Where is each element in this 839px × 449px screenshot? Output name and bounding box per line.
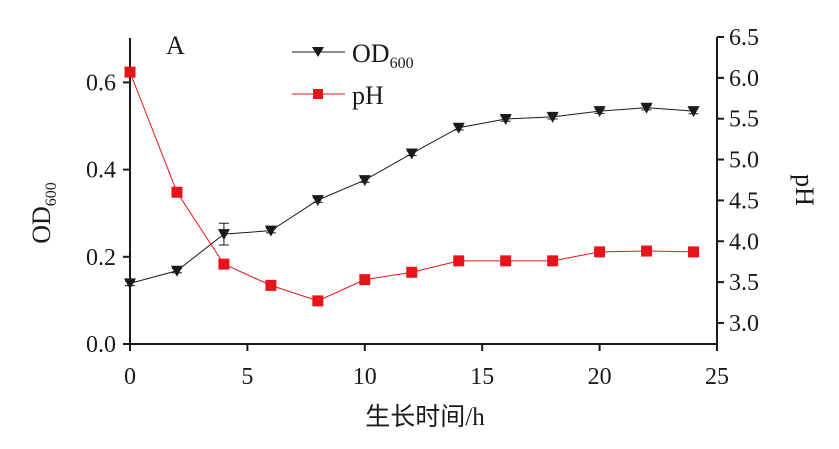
od-data-point	[124, 278, 136, 290]
legend: OD600 pH	[292, 39, 414, 110]
left-y-tick-label: 0.2	[86, 245, 116, 271]
ph-data-point	[688, 246, 700, 258]
legend-od-marker	[312, 47, 324, 57]
right-y-tick-label: 3.0	[729, 311, 759, 337]
right-y-tick-label: 5.0	[729, 148, 759, 174]
od-data-point	[170, 265, 183, 277]
left-axis-title: OD600	[27, 182, 60, 244]
ph-data-point	[359, 274, 371, 286]
legend-ph-label: pH	[352, 81, 384, 110]
panel-label: A	[166, 31, 185, 60]
right-y-tick-label: 6.0	[729, 66, 759, 92]
ph-data-point	[124, 66, 136, 78]
legend-od-label: OD600	[352, 39, 414, 72]
od-data-point	[687, 106, 700, 118]
right-axis-title: pH	[790, 174, 819, 206]
ph-data-point	[406, 266, 418, 278]
ph-data-point	[641, 245, 653, 257]
ph-data-point	[312, 295, 324, 307]
ph-data-point	[500, 255, 512, 267]
od-data-point	[264, 225, 277, 237]
od-data-point	[499, 114, 512, 126]
ph-data-point	[265, 279, 277, 291]
ph-data-point	[594, 246, 606, 258]
x-tick-label: 0	[124, 364, 136, 390]
legend-ph-marker	[313, 89, 323, 99]
ph-data-point	[171, 186, 183, 198]
series-line-od	[129, 107, 694, 284]
x-axis-title: 生长时间/h	[365, 403, 485, 431]
x-tick-label: 15	[470, 364, 494, 390]
od-data-point	[358, 175, 371, 187]
od-data-point	[593, 106, 606, 118]
ph-data-point	[453, 255, 465, 267]
right-y-tick-label: 4.0	[729, 229, 759, 255]
right-y-tick-label: 6.5	[729, 25, 759, 51]
series-line-ph	[129, 71, 694, 302]
od-data-point	[405, 148, 418, 160]
left-y-tick-label: 0.6	[86, 70, 116, 96]
x-tick-label: 25	[705, 364, 729, 390]
right-y-tick-label: 4.5	[729, 188, 759, 214]
right-y-tick-label: 5.5	[729, 107, 759, 133]
x-tick-label: 20	[588, 364, 612, 390]
od-data-point	[546, 111, 559, 123]
left-y-tick-label: 0.4	[86, 158, 116, 184]
ph-data-point	[547, 255, 559, 267]
x-tick-label: 10	[353, 364, 377, 390]
od-data-point	[217, 229, 230, 241]
ph-data-point	[218, 258, 230, 270]
od-data-point	[452, 122, 465, 134]
left-y-tick-label: 0.0	[86, 332, 116, 358]
right-y-tick-label: 3.5	[729, 270, 759, 296]
od-data-point	[640, 102, 653, 114]
od-data-point	[311, 195, 324, 207]
x-tick-label: 5	[241, 364, 253, 390]
